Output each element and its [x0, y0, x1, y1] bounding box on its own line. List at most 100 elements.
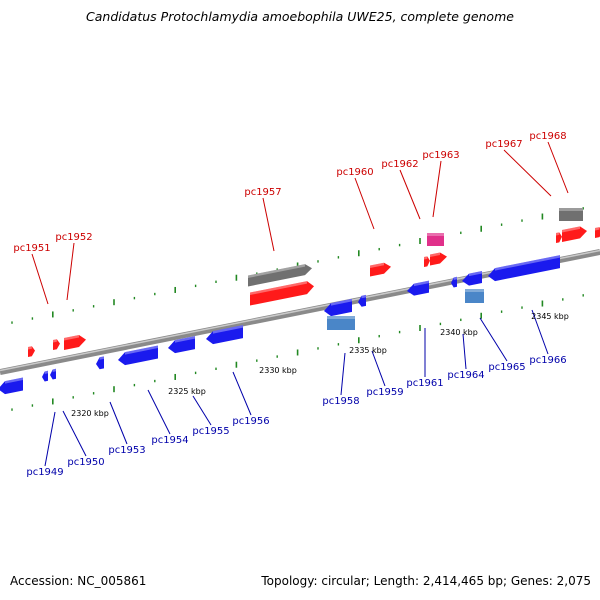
label-leader-line — [479, 317, 508, 362]
gene-body — [407, 280, 429, 296]
forward-gene-label: pc1963 — [422, 150, 459, 161]
gene-body — [64, 335, 86, 350]
reverse-gene — [42, 370, 48, 382]
gene-body — [248, 264, 312, 287]
reverse-gene — [462, 271, 482, 286]
gene-highlight — [424, 256, 428, 260]
strand-guide-dots — [11, 207, 584, 411]
forward-gene-label: pc1968 — [529, 131, 566, 142]
gene-body — [424, 256, 430, 267]
label-leader-line — [62, 410, 87, 457]
reverse-gene — [206, 325, 243, 345]
label-leader-line — [340, 352, 346, 396]
gene-highlight — [327, 316, 355, 319]
reverse-gene-label: pc1955 — [192, 426, 229, 437]
reverse-gene — [324, 298, 352, 317]
gene-highlight — [125, 345, 158, 355]
gene-body — [427, 233, 444, 246]
reverse-gene — [451, 276, 457, 288]
label-leader-line — [232, 371, 252, 416]
genome-summary: Topology: circular; Length: 2,414,465 bp… — [261, 574, 591, 588]
label-leader-line — [547, 141, 569, 194]
label-leader-line — [371, 350, 386, 387]
gene-highlight — [556, 232, 560, 236]
gene-body — [465, 289, 484, 303]
reverse-gene — [118, 345, 158, 366]
gene-highlight — [175, 336, 195, 343]
reverse-gene-label: pc1954 — [151, 435, 188, 446]
forward-gene-label: pc1957 — [244, 187, 281, 198]
gene-highlight — [44, 370, 48, 374]
gene-highlight — [64, 335, 79, 341]
label-leader-line — [109, 401, 128, 445]
reverse-gene — [488, 255, 560, 282]
gene-body — [42, 370, 48, 382]
gene-body — [0, 377, 23, 395]
reverse-gene — [96, 356, 104, 370]
label-leader-line — [192, 395, 212, 426]
gene-highlight — [28, 346, 32, 350]
gene-highlight — [427, 233, 444, 236]
gene-body — [327, 316, 355, 330]
reverse-gene-label: pc1950 — [67, 457, 104, 468]
gene-highlight — [562, 226, 580, 233]
reverse-gene-label: pc1964 — [447, 370, 484, 381]
gene-highlight — [99, 356, 104, 360]
label-leader-line — [66, 242, 75, 301]
reverse-gene-label: pc1966 — [529, 355, 566, 366]
reverse-gene-label: pc1958 — [322, 396, 359, 407]
forward-gene-label: pc1960 — [336, 167, 373, 178]
gene-highlight — [469, 271, 482, 277]
forward-gene-label: pc1951 — [13, 243, 50, 254]
forward-gene — [556, 232, 562, 243]
forward-gene — [595, 227, 600, 238]
gene-highlight — [595, 227, 600, 231]
gene-body — [595, 227, 600, 238]
gene-highlight — [213, 325, 243, 334]
gene-highlight — [5, 377, 23, 384]
forward-gene — [424, 256, 430, 267]
gene-body — [370, 262, 391, 277]
scale-tick-label: 2335 kbp — [349, 346, 387, 355]
reverse-gene-label: pc1965 — [488, 362, 525, 373]
forward-gene — [370, 262, 391, 277]
rna-gene — [559, 208, 583, 221]
label-leader-line — [147, 389, 171, 435]
gene-highlight — [465, 289, 484, 292]
forward-gene-label: pc1952 — [55, 232, 92, 243]
gene-body — [488, 255, 560, 282]
gene-highlight — [495, 255, 560, 271]
forward-gene — [53, 339, 60, 350]
forward-gene — [562, 226, 587, 242]
label-leader-line — [531, 309, 549, 355]
gene-highlight — [53, 339, 57, 343]
reverse-gene-label: pc1953 — [108, 445, 145, 456]
gene-highlight — [430, 252, 440, 257]
gene-body — [206, 325, 243, 345]
label-leader-line — [44, 411, 56, 467]
reverse-gene-label: pc1959 — [366, 387, 403, 398]
scale-ticks: 2320 kbp 2325 kbp 2330 kbp 2335 kbp 2340 kbp… — [71, 312, 569, 418]
gene-body — [53, 339, 60, 350]
gene-highlight — [52, 368, 56, 372]
gene-highlight — [250, 281, 307, 295]
accession-label: Accession: NC_005861 — [10, 574, 147, 588]
scale-tick-label: 2320 kbp — [71, 409, 109, 418]
gene-body — [28, 346, 35, 357]
misc-feature — [327, 316, 355, 330]
forward-gene — [28, 346, 35, 357]
gene-highlight — [248, 264, 305, 278]
label-leader-line — [354, 177, 375, 230]
forward-gene — [430, 252, 447, 266]
gene-body — [168, 336, 195, 354]
gene-highlight — [559, 208, 583, 211]
scale-tick-label: 2340 kbp — [440, 328, 478, 337]
reverse-gene-label: pc1949 — [26, 467, 63, 478]
forward-gene — [64, 335, 86, 350]
gene-highlight — [453, 276, 457, 280]
map-title: Candidatus Protochlamydia amoebophila UW… — [86, 9, 514, 24]
gene-body — [96, 356, 104, 370]
gene-body — [50, 368, 56, 380]
pseudo-gene — [427, 233, 444, 246]
reverse-gene — [50, 368, 56, 380]
